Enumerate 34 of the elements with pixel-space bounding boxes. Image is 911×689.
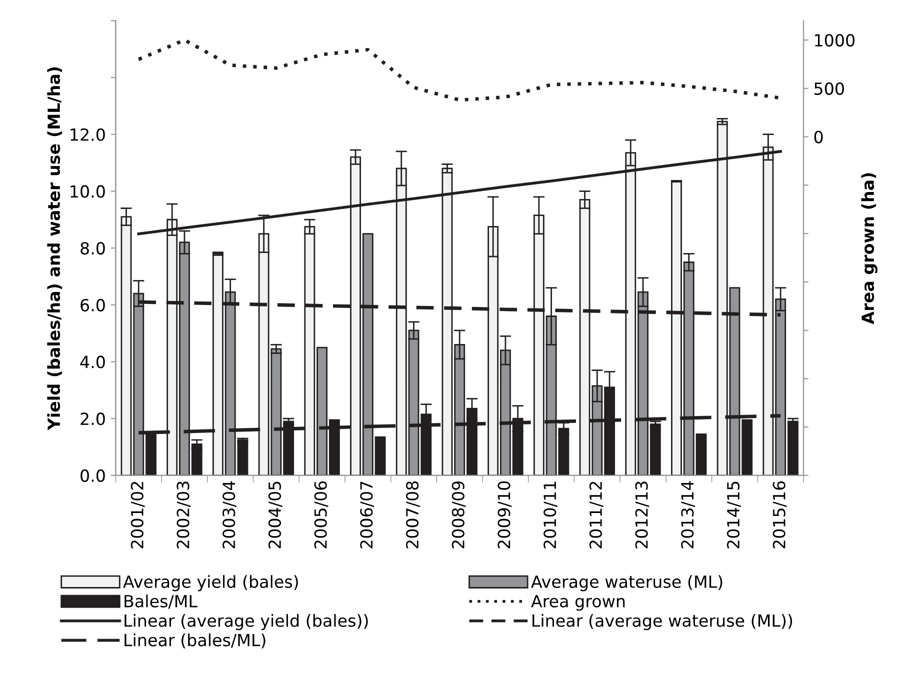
x-tick-label: 2014/15 [726,482,741,548]
y2-tick-label: 0 [814,130,823,144]
y2-axis-title: Area grown (ha) [861,173,878,324]
x-tick-label: 2015/16 [772,481,787,548]
x-tick-label: 2013/14 [681,481,696,548]
legend-label: Average yield (bales) [123,575,298,592]
legend-label: Linear (average wateruse (ML)) [532,614,792,630]
legend-label: Bales/ML [124,594,198,609]
legend-label: Linear (average yield (bales)) [124,614,368,630]
legend-label: Area grown [531,595,625,611]
y-tick-label: 10.0 [70,185,105,198]
y2-tick-label: 500 [814,82,844,95]
x-tick-label: 2005/06 [314,481,328,548]
y-tick-label: 12.0 [70,128,105,141]
x-tick-label: 2010/11 [544,482,558,548]
y-tick-label: 0.0 [80,469,105,482]
x-tick-label: 2004/05 [268,482,282,548]
x-tick-label: 2002/03 [176,482,191,548]
x-tick-label: 2007/08 [406,481,420,548]
y-tick-label: 8.0 [80,242,105,255]
x-tick-label: 2012/13 [635,482,650,548]
legend-label: Average wateruse (ML) [531,575,722,592]
y2-tick-label: 1000 [815,34,855,47]
x-tick-label: 2003/04 [222,481,236,548]
legend-label: Linear (bales/ML) [124,633,266,648]
x-tick-label: 2008/09 [452,481,466,548]
y-tick-label: 6.0 [80,298,105,312]
x-tick-label: 2011/12 [589,482,604,548]
x-tick-label: 2006/07 [360,482,374,548]
x-tick-label: 2009/10 [498,481,512,548]
x-tick-label: 2001/02 [130,482,145,548]
y-axis-title: Yield (bales/ha) and water use (ML/ha) [47,67,62,430]
y-tick-label: 4.0 [80,356,105,368]
y-tick-label: 2.0 [80,412,105,426]
